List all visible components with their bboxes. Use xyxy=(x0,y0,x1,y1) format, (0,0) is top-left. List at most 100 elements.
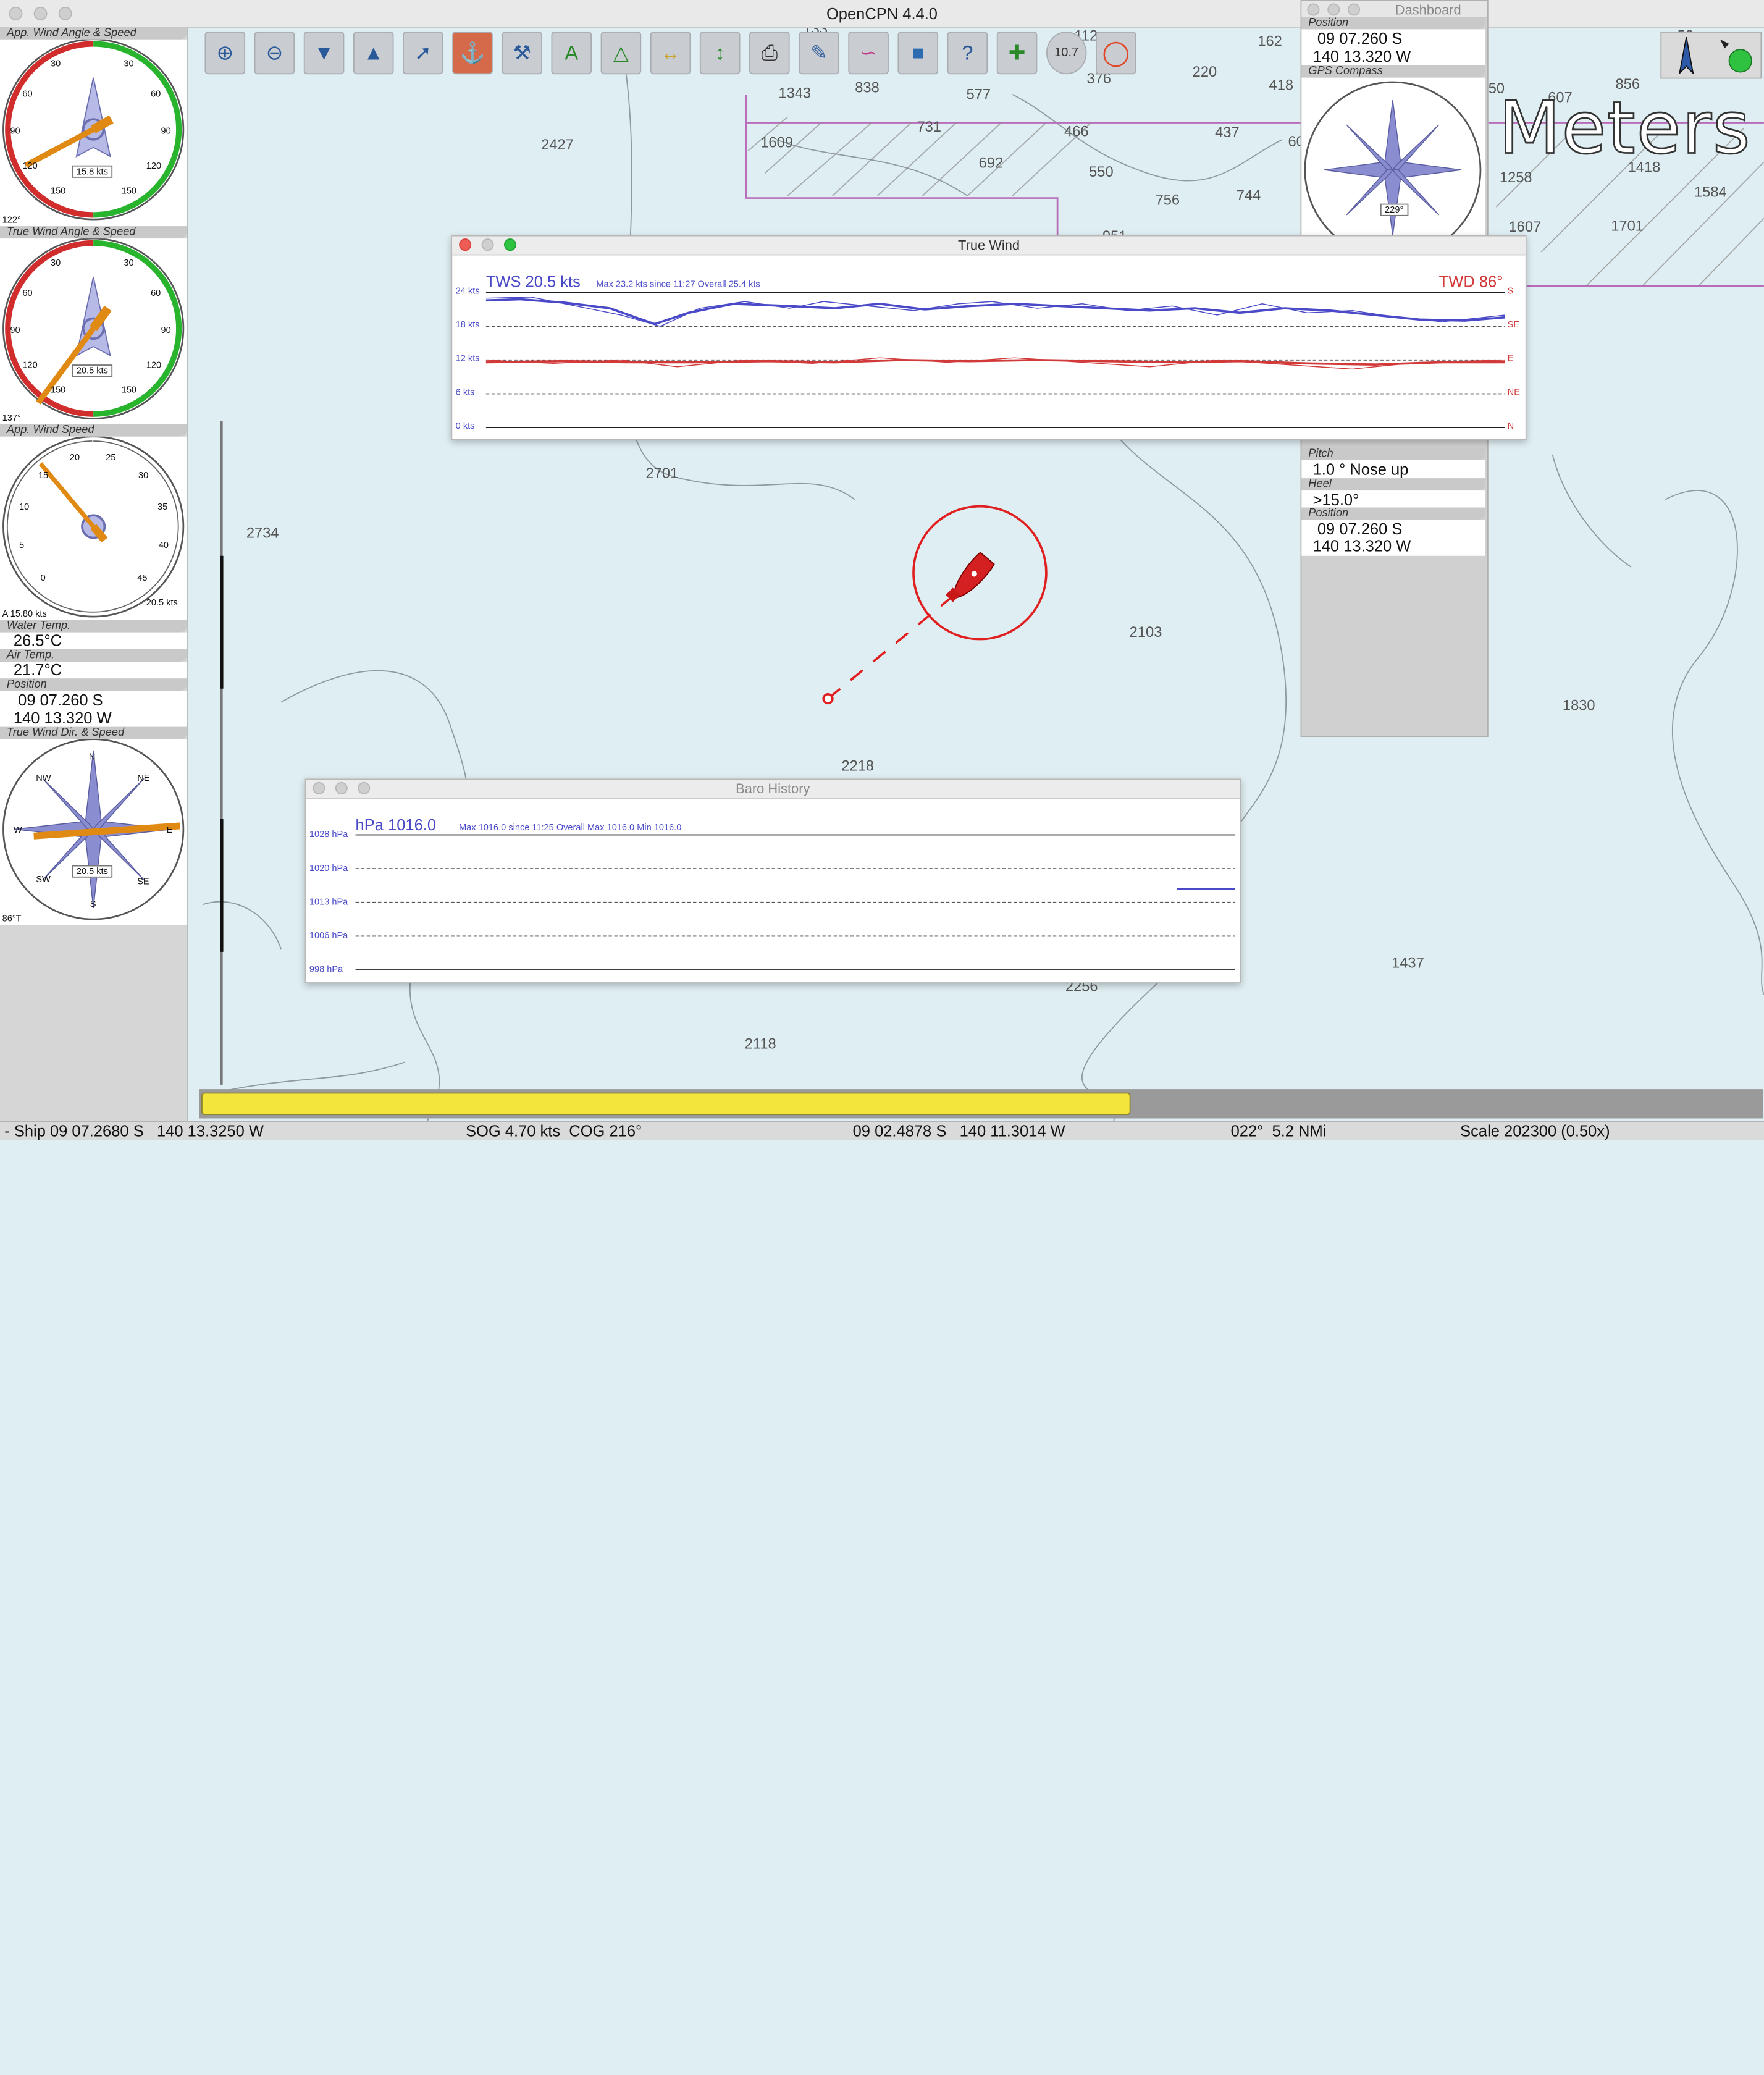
dashboard-title-bar: Dashboard xyxy=(1301,1,1487,18)
minimize-button[interactable] xyxy=(1327,3,1340,16)
cardinal-label: S xyxy=(90,899,96,909)
depth-label: 1701 xyxy=(1611,217,1644,234)
ship-icon[interactable] xyxy=(946,552,995,604)
north-up-icon[interactable]: ▼ xyxy=(303,31,345,75)
true-wind-window: True Wind TWS 20.5 kts Max 23.2 kts sinc… xyxy=(451,235,1527,440)
position-display: 09 07.260 S 140 13.320 W xyxy=(1301,29,1485,65)
cursor-position-status: 09 02.4878 S 140 11.3014 W xyxy=(852,1121,1065,1140)
autopilot-icon[interactable]: 10.7 xyxy=(1046,31,1087,75)
position-display: 09 07.260 S 140 13.320 W xyxy=(1301,520,1485,556)
tick-label: 120 xyxy=(22,161,38,171)
chart-bar[interactable] xyxy=(199,1089,1763,1119)
app-wind-speed-readout: A 15.80 kts xyxy=(2,608,47,619)
depth-label: 1418 xyxy=(1628,158,1661,176)
route-icon[interactable]: ➚ xyxy=(403,31,443,75)
tick-label: 90 xyxy=(10,325,20,335)
direction-axis-label: SE xyxy=(1507,319,1520,330)
instrument-caption: Heel xyxy=(1301,478,1485,491)
minimize-button[interactable] xyxy=(33,6,48,20)
chart-quilt-icon[interactable]: ■ xyxy=(897,31,939,75)
scale-status: Scale 202300 (0.50x) xyxy=(1460,1121,1610,1140)
tick-label: 5 xyxy=(19,540,25,550)
minimize-button[interactable] xyxy=(335,781,348,794)
tick-label: 120 xyxy=(146,161,162,171)
ship-position-status: - Ship 09 07.2680 S 140 13.3250 W xyxy=(4,1121,264,1140)
tick-label: 150 xyxy=(50,384,66,395)
minimize-button[interactable] xyxy=(481,238,494,251)
depth-label: 744 xyxy=(1236,187,1261,204)
direction-axis-label: NE xyxy=(1507,387,1520,397)
course-up-icon[interactable]: ▲ xyxy=(353,31,394,75)
log-icon[interactable]: ✎ xyxy=(799,31,839,75)
close-button[interactable] xyxy=(9,6,23,20)
tick-label: 120 xyxy=(22,360,38,371)
text-icon[interactable]: A xyxy=(551,31,592,75)
depth-label: 607 xyxy=(1548,88,1573,106)
pitch-value: 1.0 ° Nose up xyxy=(1312,460,1409,479)
measure-icon[interactable]: ↔ xyxy=(650,31,691,75)
settings-icon[interactable]: ⚒ xyxy=(502,31,542,75)
baro-title: Baro History xyxy=(736,781,810,797)
depth-label: 418 xyxy=(1269,76,1294,94)
gps-compass-gauge: 229° xyxy=(1301,77,1485,259)
tick-label: 25 xyxy=(106,452,116,463)
wind-angle-readout: 137° xyxy=(2,413,21,423)
tick-label: 30 xyxy=(124,58,134,69)
status-bar: - Ship 09 07.2680 S 140 13.3250 W SOG 4.… xyxy=(0,1121,1764,1140)
depth-label: 2701 xyxy=(645,465,679,482)
scale-icon[interactable]: ↕ xyxy=(699,31,741,75)
true-wind-graph xyxy=(485,292,1506,429)
mark-icon[interactable]: △ xyxy=(600,31,642,75)
depth-label: 1830 xyxy=(1562,696,1595,713)
chart-bar-thumb[interactable] xyxy=(201,1092,1131,1116)
zoom-out-icon[interactable]: ⊖ xyxy=(254,31,295,75)
tick-label: 60 xyxy=(151,88,161,99)
close-button[interactable] xyxy=(313,781,326,794)
chart-canvas[interactable]: 2427 2734 2701 2103 2218 1830 2118 2256 … xyxy=(0,20,1764,1121)
tick-label: 90 xyxy=(161,125,171,137)
position-display: 09 07.260 S 140 13.320 W xyxy=(0,691,187,730)
depth-label: 2218 xyxy=(841,757,875,775)
y-axis-label: 1013 hPa xyxy=(309,896,348,907)
zoom-button[interactable] xyxy=(358,781,371,794)
gps-fix-icon xyxy=(1728,49,1752,73)
tick-label: 150 xyxy=(50,185,66,196)
instrument-caption: Position xyxy=(0,678,187,691)
close-button[interactable] xyxy=(1307,3,1320,16)
y-axis-label: 12 kts xyxy=(455,353,480,364)
gps-status-widget[interactable] xyxy=(1660,31,1762,79)
plugins-icon[interactable]: ✚ xyxy=(996,31,1038,75)
depth-label: 1437 xyxy=(1392,954,1424,971)
print-icon[interactable]: ⎙ xyxy=(749,31,790,75)
baro-stats: Max 1016.0 since 11:25 Overall Max 1016.… xyxy=(459,822,682,833)
y-axis-label: 0 kts xyxy=(455,421,475,431)
zoom-in-icon[interactable]: ⊕ xyxy=(204,31,246,75)
direction-axis-label: N xyxy=(1507,421,1514,431)
depth-label: 2734 xyxy=(246,524,279,542)
zoom-button[interactable] xyxy=(1348,3,1361,16)
route-manager-icon[interactable]: ∽ xyxy=(848,31,889,75)
cardinal-label: NE xyxy=(137,773,150,783)
cardinal-label: N xyxy=(88,751,96,762)
zoom-button[interactable] xyxy=(58,6,72,20)
tick-label: 30 xyxy=(50,258,61,268)
heel-display: >15.0° xyxy=(1301,490,1485,510)
water-temp-value: 26.5°C xyxy=(13,631,62,649)
zoom-button[interactable] xyxy=(503,238,517,251)
latitude-value: 09 07.260 S xyxy=(1317,520,1403,538)
bearing-distance-status: 022° 5.2 NMi xyxy=(1230,1121,1327,1140)
latitude-value: 09 07.260 S xyxy=(18,691,103,709)
close-button[interactable] xyxy=(459,238,472,251)
cardinal-label: E xyxy=(166,825,173,835)
track-icon[interactable]: ⚓ xyxy=(452,31,493,75)
cog-predictor xyxy=(827,594,955,700)
mob-icon[interactable]: ◯ xyxy=(1096,31,1136,75)
tick-label: 150 xyxy=(121,384,137,395)
help-icon[interactable]: ? xyxy=(947,31,988,75)
pitch-display: 1.0 ° Nose up xyxy=(1301,460,1485,481)
depth-label: 2427 xyxy=(541,136,574,153)
tick-label: 150 xyxy=(121,185,137,196)
y-axis-label: 1028 hPa xyxy=(309,829,348,840)
tick-label: 45 xyxy=(137,573,148,583)
depth-label: 731 xyxy=(917,118,941,135)
